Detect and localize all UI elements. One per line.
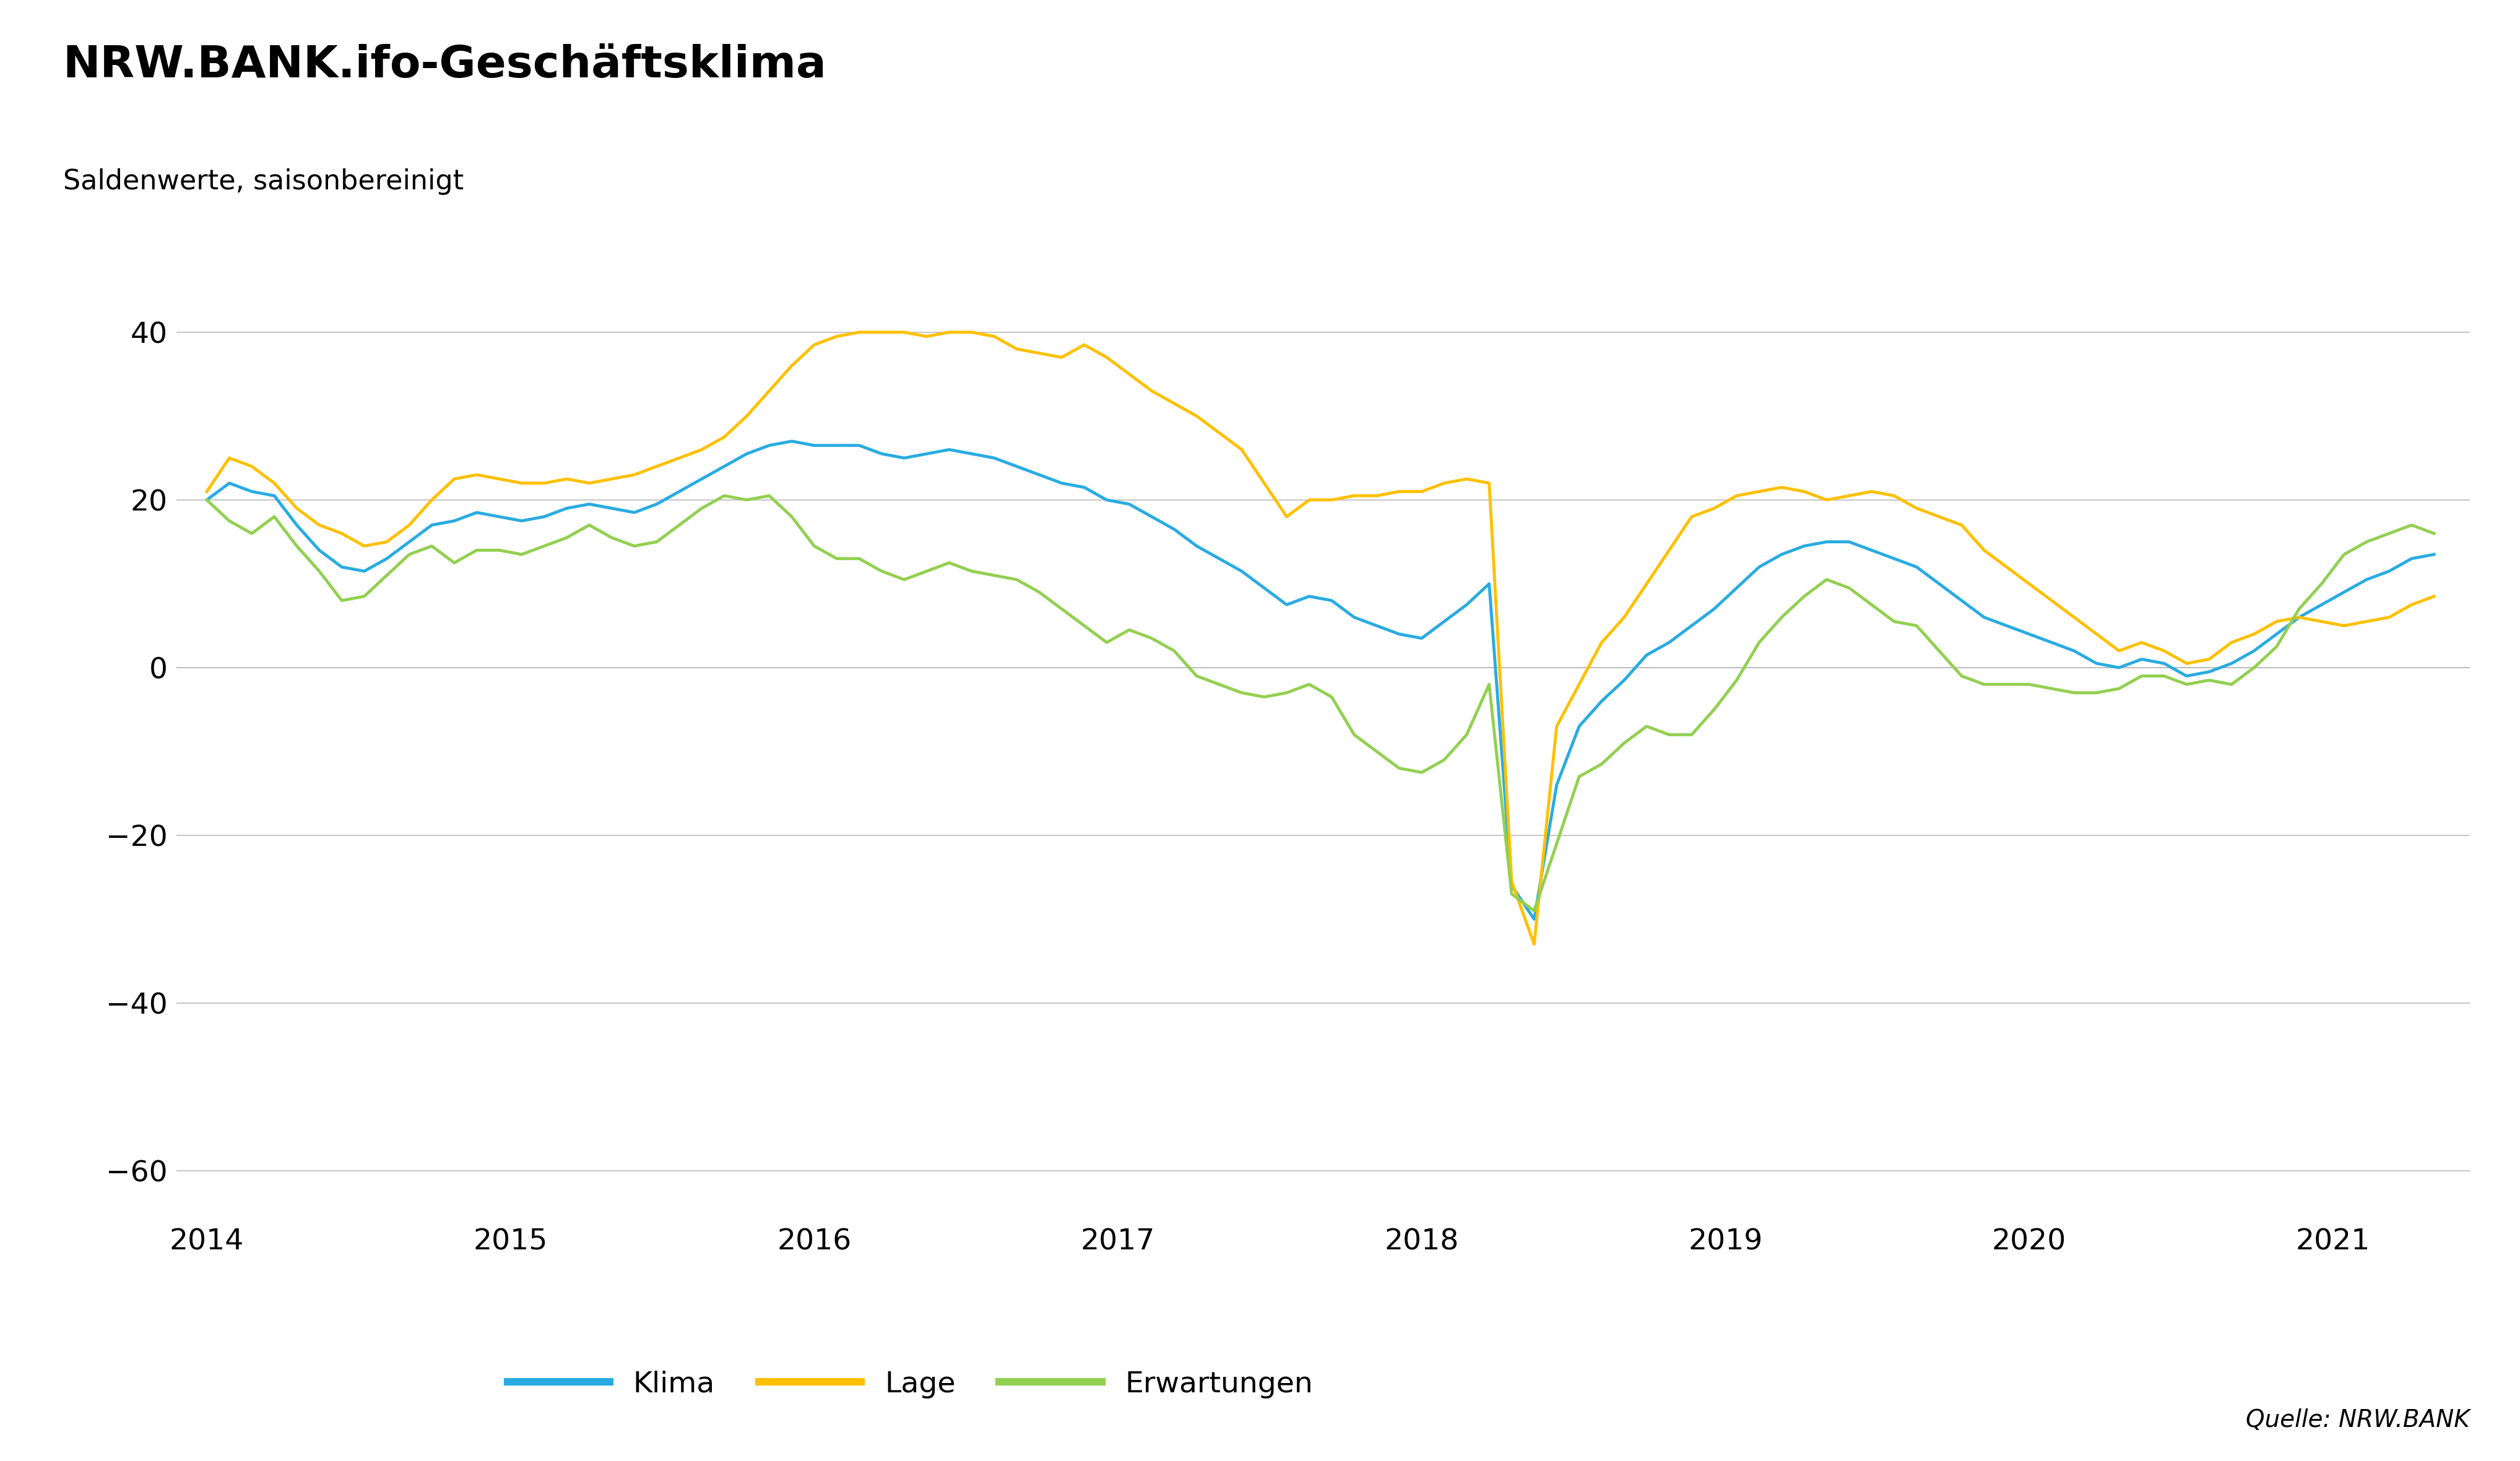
Erwartungen bbox=[1361, 742, 1391, 760]
Klima bbox=[620, 504, 650, 522]
Lage bbox=[192, 482, 222, 500]
Klima bbox=[1565, 717, 1595, 735]
Erwartungen bbox=[731, 491, 761, 508]
Klima bbox=[776, 432, 806, 450]
Klima bbox=[2419, 545, 2449, 562]
Erwartungen bbox=[2419, 524, 2449, 542]
Text: NRW.BANK.ifo-Geschäftsklima: NRW.BANK.ifo-Geschäftsklima bbox=[63, 44, 827, 86]
Klima bbox=[1361, 617, 1391, 634]
Erwartungen bbox=[2351, 533, 2381, 551]
Erwartungen bbox=[620, 538, 650, 555]
Lage bbox=[708, 428, 738, 446]
Klima bbox=[2283, 609, 2313, 627]
Klima bbox=[192, 491, 222, 508]
Erwartungen bbox=[1565, 768, 1595, 786]
Lage bbox=[1565, 675, 1595, 693]
Lage bbox=[2283, 609, 2313, 627]
Klima bbox=[1520, 910, 1550, 928]
Erwartungen bbox=[192, 491, 222, 508]
Lage bbox=[2419, 587, 2449, 605]
Text: Saldenwerte, saisonbereinigt: Saldenwerte, saisonbereinigt bbox=[63, 168, 464, 194]
Line: Lage: Lage bbox=[207, 332, 2434, 944]
Lage bbox=[1361, 487, 1391, 504]
Lage bbox=[844, 323, 874, 340]
Lage bbox=[1520, 935, 1550, 953]
Lage bbox=[620, 466, 650, 484]
Line: Klima: Klima bbox=[207, 441, 2434, 919]
Erwartungen bbox=[1520, 901, 1550, 919]
Lage bbox=[2351, 612, 2381, 630]
Text: Quelle: NRW.BANK: Quelle: NRW.BANK bbox=[2245, 1408, 2470, 1432]
Erwartungen bbox=[2283, 600, 2313, 618]
Klima bbox=[708, 457, 738, 475]
Erwartungen bbox=[708, 487, 738, 504]
Line: Erwartungen: Erwartungen bbox=[207, 495, 2434, 910]
Klima bbox=[2351, 571, 2381, 589]
Legend: Klima, Lage, Erwartungen: Klima, Lage, Erwartungen bbox=[496, 1359, 1326, 1410]
